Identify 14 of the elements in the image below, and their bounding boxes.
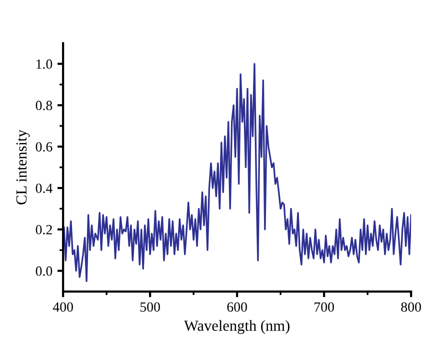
x-tick-label: 800: [401, 302, 421, 312]
x-tick-label: 600: [227, 302, 247, 312]
y-tick-label: 0.4: [36, 184, 52, 194]
x-axis-title: Wavelength (nm): [184, 320, 290, 334]
line-series: [63, 62, 412, 282]
x-tick-label: 700: [314, 302, 334, 312]
y-tick-label: 1.0: [36, 59, 52, 69]
y-tick-label: 0.0: [36, 266, 52, 276]
x-tick-label: 400: [52, 302, 73, 312]
y-axis-title: CL intensity: [16, 130, 30, 204]
y-tick-label: 0.2: [36, 225, 52, 234]
x-tick-label: 500: [140, 302, 160, 312]
y-tick-label: 0.6: [36, 142, 52, 152]
y-tick-label: 0.8: [36, 100, 52, 110]
